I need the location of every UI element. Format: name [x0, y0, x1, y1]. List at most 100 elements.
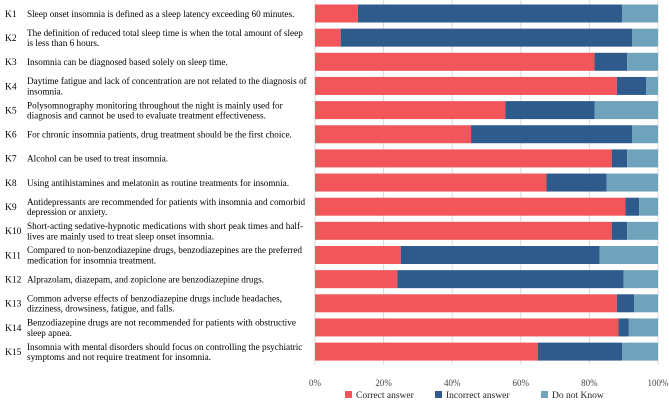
x-tick-label: 60% [513, 378, 530, 388]
legend-swatch [541, 391, 548, 398]
bar-k5-series-2 [594, 101, 658, 120]
question-text: Common adverse effects of benzodiazepine… [27, 294, 282, 304]
question-id: K11 [5, 251, 21, 261]
bar-k4-series-2 [645, 76, 658, 95]
bar-k14-series-1 [618, 318, 629, 337]
question-text: symptoms and not require treatment for i… [27, 352, 211, 362]
bar-k5-series-1 [505, 101, 595, 120]
question-text: Antidepressants are recommended for pati… [27, 197, 306, 207]
bar-k11-series-1 [400, 246, 600, 264]
bar-k7-series-1 [611, 149, 628, 168]
bar-k6-series-0 [315, 125, 472, 144]
question-id: K8 [5, 179, 17, 189]
question-text: diagnosis and cannot be used to evaluate… [27, 111, 266, 121]
bar-k10-series-2 [627, 221, 658, 240]
question-id: K15 [5, 348, 22, 358]
x-tick-label: 40% [444, 378, 461, 388]
question-id: K13 [5, 300, 22, 310]
question-id: K9 [5, 203, 17, 213]
question-id: K1 [5, 10, 17, 20]
bar-k2-series-2 [632, 28, 658, 47]
bar-k11-series-2 [599, 246, 658, 264]
bar-k1-series-1 [357, 4, 622, 23]
legend-label: Do not Know [552, 391, 604, 401]
bar-k8-series-1 [546, 173, 607, 192]
bar-k5-series-0 [315, 101, 506, 120]
question-text: Compared to non-benzodiazepine drugs, be… [27, 245, 302, 255]
bar-k9-series-0 [315, 197, 626, 216]
question-text: For chronic insomnia patients, drug trea… [27, 130, 292, 140]
bar-k1-series-0 [315, 4, 358, 23]
question-text: Sleep onset insomnia is defined as a sle… [27, 9, 294, 19]
bar-k7-series-2 [627, 149, 658, 168]
question-labels: K1 Sleep onset insomnia is defined as a s… [5, 9, 308, 362]
bar-k6-series-1 [471, 125, 633, 144]
x-tick-label: 100% [648, 378, 669, 388]
bar-k8-series-2 [606, 173, 658, 192]
bar-k13-series-2 [633, 294, 658, 313]
x-tick-label: 80% [581, 378, 598, 388]
question-text: Benzodiazepine drugs are not recommended… [27, 318, 296, 328]
question-id: K14 [5, 324, 22, 334]
legend-label: Correct answer [356, 391, 415, 401]
bar-k4-series-0 [315, 76, 617, 95]
question-id: K7 [5, 155, 17, 165]
bar-k7-series-0 [315, 149, 612, 168]
bar-k12-series-1 [397, 270, 624, 289]
question-text: Alcohol can be used to treat insomnia. [27, 154, 168, 164]
bar-k15-series-1 [537, 342, 622, 361]
bar-k14-series-0 [315, 318, 619, 337]
bar-k13-series-1 [616, 294, 634, 313]
question-text: insomnia. [27, 86, 63, 96]
question-id: K5 [5, 106, 17, 116]
question-id: K2 [5, 34, 17, 44]
bar-k2-series-0 [315, 28, 341, 47]
bar-k8-series-0 [315, 173, 547, 192]
question-id: K12 [5, 275, 22, 285]
legend: Correct answer Incorrect answer Do not Kno… [345, 391, 604, 401]
question-text: Alprazolam, diazepam, and zopiclone are … [27, 274, 264, 284]
bar-k9-series-2 [639, 197, 658, 216]
question-text: Insomnia can be diagnosed based solely o… [27, 57, 228, 67]
question-id: K3 [5, 58, 17, 68]
legend-swatch [345, 391, 352, 398]
question-text: Short-acting sedative-hypnotic medicatio… [27, 221, 303, 231]
bar-k14-series-2 [628, 318, 658, 337]
question-text: sleep apnea. [27, 328, 72, 338]
bar-k9-series-1 [625, 197, 640, 216]
legend-swatch [435, 391, 442, 398]
bar-k10-series-1 [611, 221, 628, 240]
bar-k11-series-0 [315, 246, 401, 264]
x-tick-label: 0% [309, 378, 322, 388]
question-text: Using antihistamines and melatonin as ro… [27, 178, 289, 188]
question-text: depression or anxiety. [27, 207, 107, 217]
bar-k6-series-2 [632, 125, 658, 144]
bar-k4-series-1 [616, 76, 646, 95]
bar-k2-series-1 [340, 28, 633, 47]
question-text: The definition of reduced total sleep ti… [27, 28, 303, 38]
bar-k10-series-0 [315, 221, 612, 240]
bar-k13-series-0 [315, 294, 617, 313]
bar-k12-series-0 [315, 270, 398, 289]
bar-k15-series-0 [315, 342, 538, 361]
x-axis-ticks: 0% 20% 40% 60% 80% 100% [309, 378, 669, 388]
question-text: Polysomnography monitoring throughout th… [27, 100, 283, 110]
bar-k15-series-2 [621, 342, 658, 361]
bar-k3-series-0 [315, 52, 595, 71]
question-text: dizziness, drowsiness, fatigue, and fall… [27, 304, 174, 314]
bar-k1-series-2 [621, 4, 658, 23]
question-text: medication for insomnia treatment. [27, 255, 156, 265]
bar-k12-series-2 [623, 270, 658, 289]
question-text: Insomnia with mental disorders should fo… [27, 342, 302, 352]
question-text: lives are mainly used to treat sleep ons… [27, 231, 214, 241]
question-id: K6 [5, 131, 17, 141]
question-text: is less than 6 hours. [27, 38, 99, 48]
x-tick-label: 20% [375, 378, 392, 388]
question-id: K10 [5, 227, 22, 237]
question-text: Daytime fatigue and lack of concentratio… [27, 76, 308, 86]
bars [315, 4, 658, 361]
bar-k3-series-2 [627, 52, 658, 71]
question-id: K4 [5, 82, 17, 92]
legend-label: Incorrect answer [446, 391, 510, 401]
